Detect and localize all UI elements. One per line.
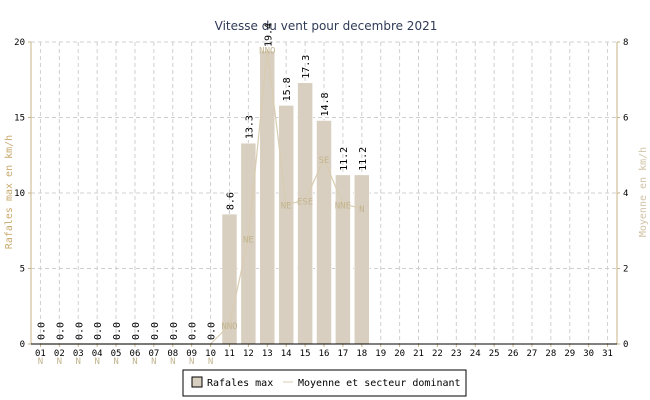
bar-data-label: 0.0 xyxy=(55,322,66,340)
x-tick-label: 18 xyxy=(356,349,367,359)
x-tick-label: 26 xyxy=(508,349,519,359)
x-tick-label: 07 xyxy=(148,349,159,359)
sector-label: N xyxy=(76,357,81,367)
axes-layer xyxy=(28,41,620,347)
x-tick-label: 23 xyxy=(451,349,462,359)
sector-label: N xyxy=(359,205,364,215)
x-tick-label: 22 xyxy=(432,349,443,359)
bar-data-label: 8.6 xyxy=(225,192,236,210)
bar xyxy=(278,105,294,345)
sector-label: ESE xyxy=(297,198,313,208)
bar-data-label: 0.0 xyxy=(93,322,104,340)
x-tick-label: 03 xyxy=(73,349,84,359)
sector-label: SE xyxy=(319,156,330,166)
y-tick-right: 4 xyxy=(623,189,628,199)
bars-layer xyxy=(221,50,370,345)
x-tick-label: 24 xyxy=(470,349,481,359)
x-tick-label: 17 xyxy=(337,349,348,359)
x-tick-label: 20 xyxy=(394,349,405,359)
bar xyxy=(316,120,332,345)
line-layer xyxy=(40,49,362,345)
x-tick-label: 21 xyxy=(413,349,424,359)
sector-label: NNE xyxy=(335,201,351,211)
bar-data-label: 15.8 xyxy=(282,77,293,101)
sector-label: N xyxy=(57,357,62,367)
average-line xyxy=(40,49,362,345)
x-tick-label: 10 xyxy=(205,349,216,359)
bar-data-label: 11.2 xyxy=(339,147,350,171)
x-tick-label: 25 xyxy=(489,349,500,359)
bar-data-label: 11.2 xyxy=(358,147,369,171)
bar-data-label: 0.0 xyxy=(74,322,85,340)
x-tick-label: 05 xyxy=(111,349,122,359)
x-tick-label: 28 xyxy=(545,349,556,359)
legend-bar-label: Rafales max xyxy=(207,378,273,389)
x-tick-label: 31 xyxy=(602,349,613,359)
legend-bar-swatch xyxy=(191,376,203,388)
bar-data-label: 0.0 xyxy=(112,322,123,340)
sector-label: N xyxy=(113,357,118,367)
legend: Rafales max Moyenne et secteur dominant xyxy=(182,369,467,397)
bar-data-label: 0.0 xyxy=(207,322,218,340)
sector-label: N xyxy=(151,357,156,367)
bar-data-label: 17.3 xyxy=(301,55,312,79)
legend-box xyxy=(182,369,467,397)
y-tick-left: 15 xyxy=(14,114,25,124)
sector-label: NNO xyxy=(259,47,275,57)
x-tick-label: 16 xyxy=(319,349,330,359)
bar-data-label: 0.0 xyxy=(131,322,142,340)
x-tick-label: 15 xyxy=(300,349,311,359)
sector-label: N xyxy=(132,357,137,367)
bar-data-label: 0.0 xyxy=(150,322,161,340)
x-tick-label: 06 xyxy=(130,349,141,359)
y-tick-left: 0 xyxy=(20,340,25,350)
bar-data-label: 0.0 xyxy=(169,322,180,340)
legend-line-label: Moyenne et secteur dominant xyxy=(298,378,461,389)
sector-label: N xyxy=(170,357,175,367)
x-tick-label: 14 xyxy=(281,349,292,359)
y-tick-right: 8 xyxy=(623,38,628,48)
x-tick-label: 01 xyxy=(35,349,46,359)
bar xyxy=(354,174,370,345)
y-tick-left: 20 xyxy=(14,38,25,48)
y-tick-right: 0 xyxy=(623,340,628,350)
x-tick-label: 29 xyxy=(564,349,575,359)
bar-data-label: 13.3 xyxy=(244,115,255,139)
x-tick-label: 30 xyxy=(583,349,594,359)
x-tick-label: 27 xyxy=(527,349,538,359)
y-tick-left: 5 xyxy=(20,265,25,275)
sector-label: NNO xyxy=(221,322,237,332)
bar-data-label: 19.4 xyxy=(263,23,274,47)
sector-label: N xyxy=(189,357,194,367)
y-tick-left: 10 xyxy=(14,189,25,199)
x-tick-label: 19 xyxy=(375,349,386,359)
bar-data-label: 0.0 xyxy=(188,322,199,340)
x-tick-label: 09 xyxy=(186,349,197,359)
x-tick-label: 02 xyxy=(54,349,65,359)
bar xyxy=(335,174,351,345)
y-axis-right-label: Moyenne en km/h xyxy=(638,147,649,237)
y-tick-right: 6 xyxy=(623,114,628,124)
x-tick-label: 11 xyxy=(224,349,235,359)
sector-label: N xyxy=(208,357,213,367)
x-tick-label: 04 xyxy=(92,349,103,359)
y-tick-right: 2 xyxy=(623,265,628,275)
x-tick-label: 12 xyxy=(243,349,254,359)
sector-label: N xyxy=(38,357,43,367)
sector-label: NE xyxy=(243,235,254,245)
sector-label: NE xyxy=(281,201,292,211)
labels-layer: 0 05 210 415 620 801 02 03 04 05 06 07 08 09 10 11 12 13 1… xyxy=(14,23,628,367)
bar xyxy=(297,82,313,345)
x-tick-label: 08 xyxy=(167,349,178,359)
chart-title: Vitesse du vent pour decembre 2021 xyxy=(215,19,438,33)
x-tick-label: 13 xyxy=(262,349,273,359)
bar-data-label: 14.8 xyxy=(320,92,331,116)
sector-label: N xyxy=(94,357,99,367)
bar-data-label: 0.0 xyxy=(36,322,47,340)
y-axis-left-label: Rafales max en km/h xyxy=(4,135,15,249)
